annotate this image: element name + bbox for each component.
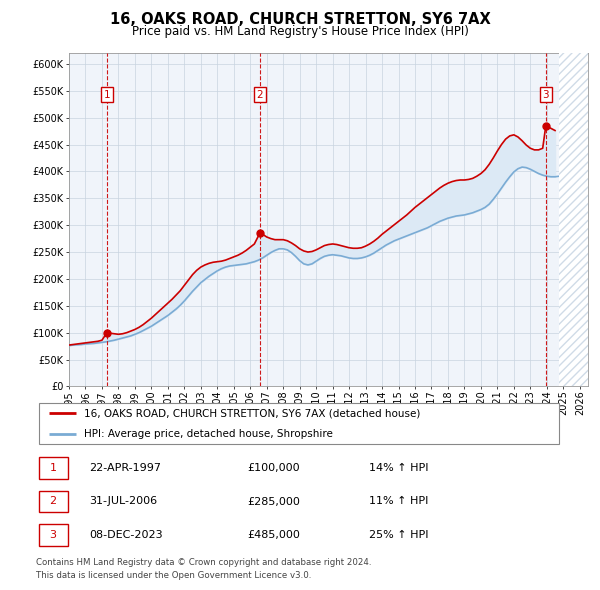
Text: 25% ↑ HPI: 25% ↑ HPI <box>368 530 428 540</box>
Text: £485,000: £485,000 <box>247 530 300 540</box>
FancyBboxPatch shape <box>38 403 559 444</box>
Text: 22-APR-1997: 22-APR-1997 <box>89 463 161 473</box>
FancyBboxPatch shape <box>38 491 68 512</box>
Text: 31-JUL-2006: 31-JUL-2006 <box>89 497 157 506</box>
FancyBboxPatch shape <box>38 524 68 546</box>
Text: £285,000: £285,000 <box>247 497 300 506</box>
Text: This data is licensed under the Open Government Licence v3.0.: This data is licensed under the Open Gov… <box>36 571 311 579</box>
Text: £100,000: £100,000 <box>247 463 300 473</box>
Text: 3: 3 <box>50 530 56 540</box>
Text: 08-DEC-2023: 08-DEC-2023 <box>89 530 163 540</box>
Text: 11% ↑ HPI: 11% ↑ HPI <box>368 497 428 506</box>
FancyBboxPatch shape <box>38 457 68 479</box>
Text: 16, OAKS ROAD, CHURCH STRETTON, SY6 7AX: 16, OAKS ROAD, CHURCH STRETTON, SY6 7AX <box>110 12 490 27</box>
Text: 14% ↑ HPI: 14% ↑ HPI <box>368 463 428 473</box>
Text: 1: 1 <box>104 90 110 100</box>
Bar <box>559 53 600 386</box>
Text: 2: 2 <box>256 90 263 100</box>
Text: 1: 1 <box>50 463 56 473</box>
Text: Contains HM Land Registry data © Crown copyright and database right 2024.: Contains HM Land Registry data © Crown c… <box>36 558 371 566</box>
Text: HPI: Average price, detached house, Shropshire: HPI: Average price, detached house, Shro… <box>83 428 332 438</box>
Text: 16, OAKS ROAD, CHURCH STRETTON, SY6 7AX (detached house): 16, OAKS ROAD, CHURCH STRETTON, SY6 7AX … <box>83 408 420 418</box>
Bar <box>559 53 600 386</box>
Text: 2: 2 <box>50 497 57 506</box>
Text: 3: 3 <box>542 90 549 100</box>
Text: Price paid vs. HM Land Registry's House Price Index (HPI): Price paid vs. HM Land Registry's House … <box>131 25 469 38</box>
